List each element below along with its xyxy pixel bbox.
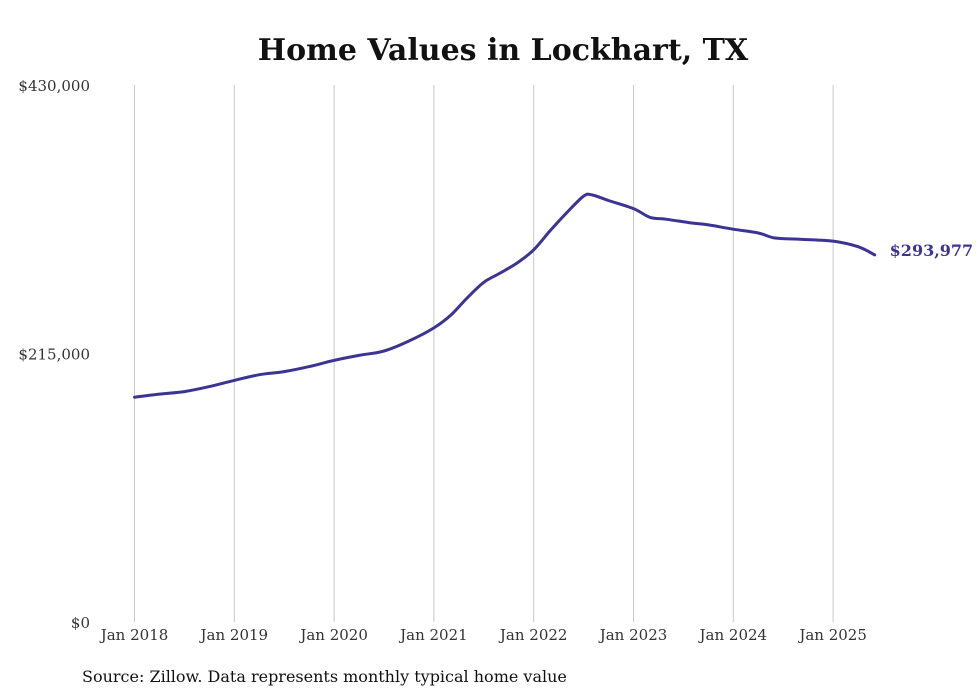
y-tick-label: $215,000 <box>18 346 90 364</box>
source-note: Source: Zillow. Data represents monthly … <box>82 667 567 686</box>
home-value-series-line <box>133 192 877 399</box>
chart-title: Home Values in Lockhart, TX <box>258 33 749 68</box>
x-tick-label: Jan 2024 <box>698 626 768 644</box>
last-value-label: $293,977 <box>890 241 974 260</box>
x-tick-label: Jan 2022 <box>498 626 568 644</box>
gridlines <box>134 85 834 622</box>
x-tick-label: Jan 2018 <box>99 626 169 644</box>
x-tick-label: Jan 2020 <box>298 626 368 644</box>
x-tick-label: Jan 2019 <box>199 626 269 644</box>
y-tick-label: $430,000 <box>18 77 90 95</box>
y-tick-label: $0 <box>71 614 90 632</box>
x-axis-ticks: Jan 2018 Jan 2019 Jan 2020 Jan 2021 Jan 2022… <box>99 626 867 644</box>
x-tick-label: Jan 2025 <box>797 626 867 644</box>
x-tick-label: Jan 2021 <box>398 626 468 644</box>
x-tick-label: Jan 2023 <box>598 626 668 644</box>
y-axis-ticks: $0 $215,000 $430,000 <box>18 77 90 632</box>
